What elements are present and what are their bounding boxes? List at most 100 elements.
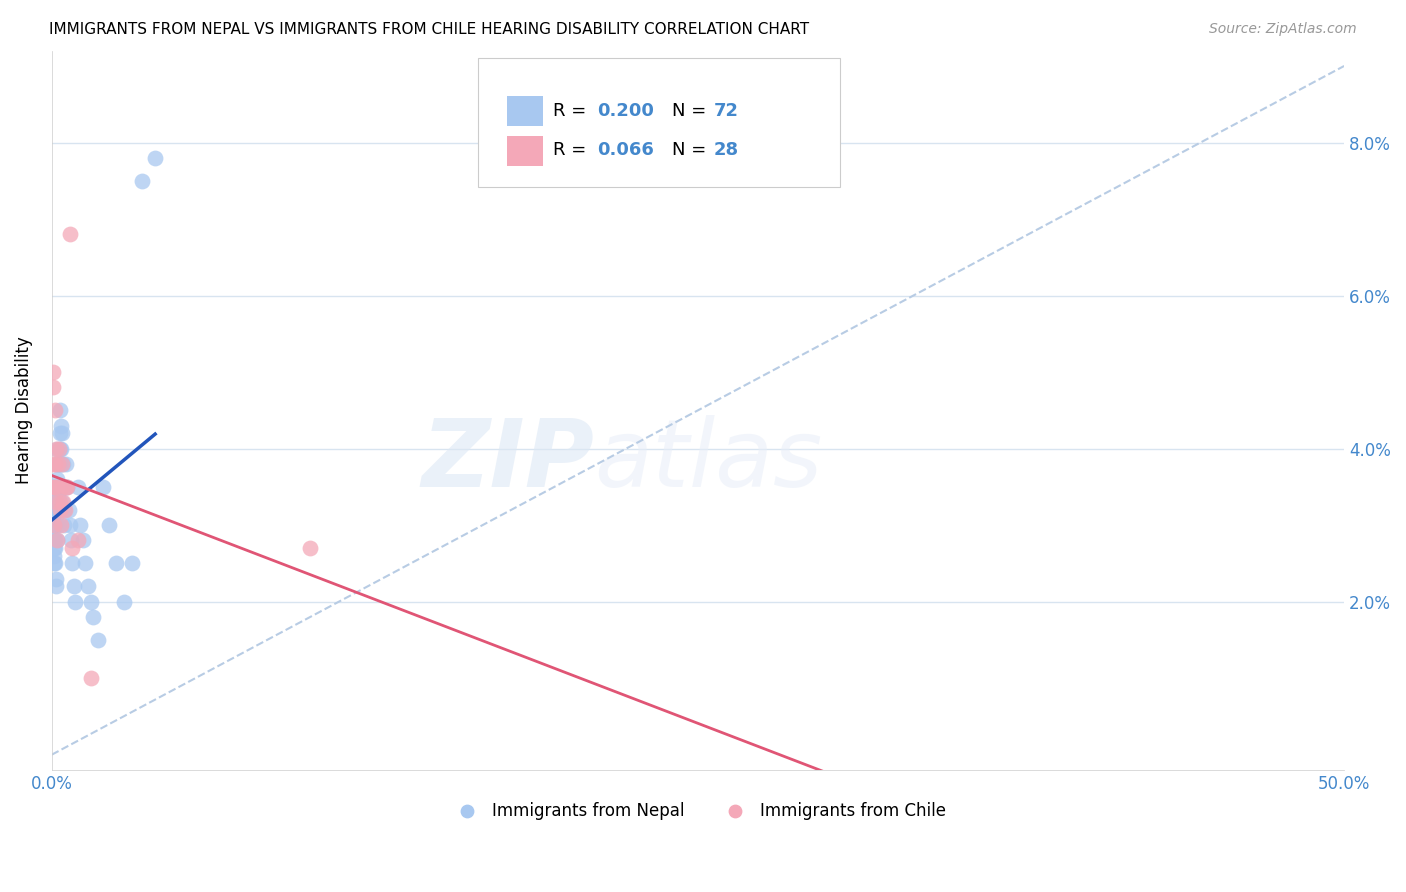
- Point: [97, 518, 120, 533]
- Text: N =: N =: [672, 141, 711, 159]
- Point: [131, 174, 153, 188]
- Point: [51, 457, 73, 471]
- Point: [45, 503, 67, 517]
- Point: [46, 480, 69, 494]
- Point: [48, 457, 70, 471]
- Point: [42, 503, 65, 517]
- Point: [44, 557, 66, 571]
- Point: [48, 480, 70, 494]
- Point: [48, 442, 70, 456]
- Point: [42, 365, 65, 379]
- Point: [53, 503, 76, 517]
- Point: [56, 480, 79, 494]
- Point: [55, 457, 77, 471]
- Point: [42, 549, 65, 563]
- Point: [46, 518, 69, 533]
- Point: [46, 457, 69, 471]
- Point: [299, 541, 322, 555]
- Point: [62, 557, 84, 571]
- FancyBboxPatch shape: [506, 96, 543, 126]
- Point: [44, 495, 66, 509]
- Point: [42, 510, 65, 524]
- Legend: Immigrants from Nepal, Immigrants from Chile: Immigrants from Nepal, Immigrants from C…: [444, 795, 952, 826]
- Point: [44, 533, 66, 548]
- Point: [44, 457, 66, 471]
- Point: [52, 495, 75, 509]
- Point: [49, 442, 72, 456]
- Point: [60, 533, 83, 548]
- Point: [52, 457, 75, 471]
- Point: [42, 557, 65, 571]
- Point: [48, 480, 70, 494]
- Point: [42, 518, 65, 533]
- Point: [42, 533, 65, 548]
- Point: [42, 480, 65, 494]
- Point: [66, 480, 89, 494]
- Point: [87, 632, 110, 647]
- Point: [45, 572, 67, 586]
- Point: [105, 557, 128, 571]
- Point: [51, 495, 73, 509]
- Point: [49, 403, 72, 417]
- Point: [49, 457, 72, 471]
- Point: [42, 541, 65, 555]
- Point: [46, 487, 69, 501]
- Text: 72: 72: [713, 102, 738, 120]
- Point: [48, 495, 70, 509]
- Point: [82, 610, 104, 624]
- Point: [52, 503, 75, 517]
- Point: [79, 671, 101, 685]
- Text: R =: R =: [553, 141, 592, 159]
- Point: [46, 457, 69, 471]
- Y-axis label: Hearing Disability: Hearing Disability: [15, 336, 32, 484]
- FancyBboxPatch shape: [506, 136, 543, 166]
- Point: [45, 442, 67, 456]
- Point: [45, 518, 67, 533]
- Text: R =: R =: [553, 102, 592, 120]
- Point: [62, 579, 84, 593]
- Point: [44, 487, 66, 501]
- Text: ZIP: ZIP: [422, 415, 595, 507]
- Point: [51, 426, 73, 441]
- Point: [46, 503, 69, 517]
- Point: [53, 518, 76, 533]
- Point: [49, 518, 72, 533]
- Point: [49, 442, 72, 456]
- Point: [45, 579, 67, 593]
- Text: IMMIGRANTS FROM NEPAL VS IMMIGRANTS FROM CHILE HEARING DISABILITY CORRELATION CH: IMMIGRANTS FROM NEPAL VS IMMIGRANTS FROM…: [49, 22, 810, 37]
- Text: 0.200: 0.200: [598, 102, 654, 120]
- Point: [69, 518, 91, 533]
- Point: [51, 480, 73, 494]
- Point: [44, 403, 66, 417]
- Point: [72, 533, 94, 548]
- Point: [49, 418, 72, 433]
- Point: [58, 503, 80, 517]
- Point: [42, 495, 65, 509]
- Point: [42, 457, 65, 471]
- Point: [44, 480, 66, 494]
- Point: [55, 480, 77, 494]
- Point: [59, 227, 82, 242]
- Text: Source: ZipAtlas.com: Source: ZipAtlas.com: [1209, 22, 1357, 37]
- Point: [44, 541, 66, 555]
- Point: [59, 518, 82, 533]
- Point: [143, 151, 166, 165]
- Text: N =: N =: [672, 102, 711, 120]
- Point: [79, 594, 101, 608]
- Point: [45, 533, 67, 548]
- Point: [45, 495, 67, 509]
- Point: [45, 442, 67, 456]
- Point: [62, 541, 84, 555]
- Point: [46, 472, 69, 486]
- Point: [112, 594, 135, 608]
- Point: [121, 557, 143, 571]
- Point: [53, 480, 76, 494]
- Point: [93, 480, 115, 494]
- Point: [63, 594, 86, 608]
- Point: [48, 495, 70, 509]
- Point: [42, 487, 65, 501]
- Point: [45, 533, 67, 548]
- Point: [49, 457, 72, 471]
- Point: [42, 518, 65, 533]
- Point: [75, 557, 97, 571]
